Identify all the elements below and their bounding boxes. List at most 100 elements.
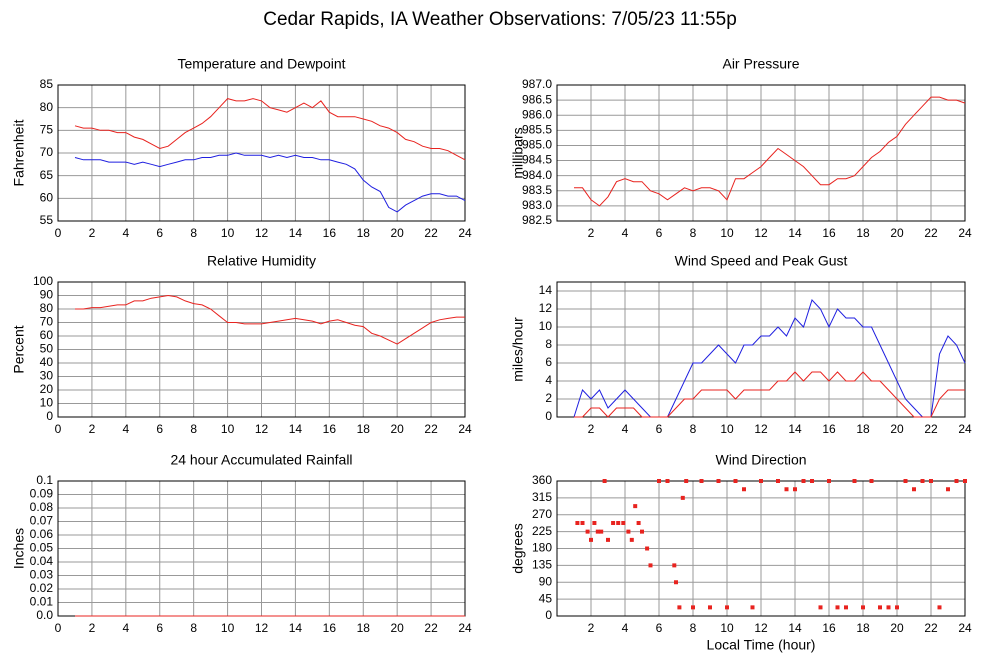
data-point <box>886 605 891 610</box>
x-tick-label: 24 <box>458 226 472 240</box>
y-tick-label: 0 <box>545 608 552 622</box>
data-point <box>937 605 942 610</box>
data-point <box>878 605 882 610</box>
data-point <box>636 521 641 525</box>
y-axis-label: millibars <box>510 127 526 178</box>
y-tick-label: 180 <box>532 541 552 555</box>
panel-title: Temperature and Dewpoint <box>177 56 345 72</box>
y-tick-label: 984.0 <box>522 168 552 182</box>
data-point <box>920 479 925 483</box>
x-tick-label: 22 <box>424 226 438 240</box>
x-tick-label: 8 <box>690 422 697 436</box>
y-tick-label: 0.0 <box>36 608 53 622</box>
y-axis-label: Fahrenheit <box>11 119 27 186</box>
data-point <box>750 605 755 610</box>
y-tick-label: 0.02 <box>30 581 54 595</box>
x-tick-label: 18 <box>856 226 870 240</box>
x-tick-label: 14 <box>788 422 802 436</box>
x-tick-label: 24 <box>458 422 472 436</box>
plot-frame <box>57 281 466 418</box>
y-tick-label: 20 <box>40 382 54 396</box>
y-tick-label: 100 <box>33 274 53 288</box>
y-axis-label: miles/hour <box>510 317 526 382</box>
data-point <box>725 605 729 610</box>
panel-title: Relative Humidity <box>207 253 316 269</box>
data-point <box>629 537 634 542</box>
x-tick-label: 8 <box>190 422 197 436</box>
x-tick-label: 22 <box>924 226 938 240</box>
data-point <box>621 521 626 525</box>
y-tick-label: 4 <box>545 373 552 387</box>
x-tick-label: 0 <box>55 226 62 240</box>
x-tick-label: 14 <box>289 621 303 635</box>
x-tick-label: 10 <box>221 422 235 436</box>
data-point <box>657 479 661 483</box>
y-tick-label: 40 <box>40 355 54 369</box>
x-tick-label: 6 <box>656 226 663 240</box>
x-tick-label: 20 <box>890 422 904 436</box>
x-tick-label: 2 <box>588 226 595 240</box>
x-tick-label: 22 <box>424 422 438 436</box>
x-tick-label: 10 <box>221 226 235 240</box>
y-tick-label: 60 <box>40 328 54 342</box>
y-tick-label: 0.06 <box>30 527 54 541</box>
y-axis-label: Percent <box>11 325 27 373</box>
y-tick-label: 984.5 <box>522 153 552 167</box>
x-tick-label: 12 <box>754 621 768 635</box>
data-point <box>869 479 874 483</box>
x-tick-label: 0 <box>55 422 62 436</box>
x-tick-label: 18 <box>856 621 870 635</box>
y-tick-label: 0.08 <box>30 500 54 514</box>
x-tick-label: 4 <box>622 422 629 436</box>
y-tick-label: 90 <box>539 574 553 588</box>
x-tick-label: 18 <box>357 226 371 240</box>
data-line <box>574 371 965 418</box>
x-tick-label: 4 <box>122 226 129 240</box>
x-tick-label: 4 <box>122 621 129 635</box>
y-tick-label: 12 <box>539 301 553 315</box>
data-point <box>733 479 738 483</box>
x-tick-label: 8 <box>190 226 197 240</box>
data-point <box>606 537 610 542</box>
x-tick-label: 8 <box>690 621 697 635</box>
data-point <box>954 479 959 483</box>
data-line <box>74 152 466 213</box>
x-tick-label: 14 <box>289 422 303 436</box>
x-tick-label: 10 <box>720 422 734 436</box>
y-tick-label: 10 <box>539 319 553 333</box>
data-point <box>680 495 685 500</box>
y-tick-label: 90 <box>40 288 54 302</box>
x-tick-label: 4 <box>122 422 129 436</box>
x-tick-label: 2 <box>89 621 96 635</box>
x-tick-label: 2 <box>89 422 96 436</box>
x-tick-label: 8 <box>690 226 697 240</box>
y-tick-label: 80 <box>40 301 54 315</box>
panel-title: 24 hour Accumulated Rainfall <box>170 452 352 468</box>
y-tick-label: 45 <box>539 591 553 605</box>
data-point <box>903 479 908 483</box>
x-tick-label: 24 <box>958 422 972 436</box>
plot-frame <box>556 84 966 222</box>
x-tick-label: 6 <box>656 621 663 635</box>
data-point <box>595 529 600 534</box>
data-point <box>677 605 682 610</box>
x-tick-label: 20 <box>390 422 404 436</box>
x-tick-label: 4 <box>622 621 629 635</box>
y-tick-label: 983.0 <box>522 198 552 212</box>
y-tick-label: 14 <box>539 283 553 297</box>
x-tick-label: 16 <box>323 226 337 240</box>
data-point <box>708 605 712 610</box>
x-tick-label: 24 <box>458 621 472 635</box>
y-tick-label: 985.0 <box>522 138 552 152</box>
y-tick-label: 70 <box>40 315 54 329</box>
x-axis-label: Local Time (hour) <box>707 637 816 653</box>
data-point <box>801 479 806 483</box>
x-tick-label: 12 <box>754 422 768 436</box>
x-tick-label: 14 <box>788 621 802 635</box>
y-tick-label: 0 <box>46 409 53 423</box>
y-tick-label: 85 <box>40 77 54 91</box>
data-point <box>575 521 580 525</box>
data-point <box>784 487 789 492</box>
y-tick-label: 75 <box>40 123 54 137</box>
x-tick-label: 6 <box>156 226 163 240</box>
